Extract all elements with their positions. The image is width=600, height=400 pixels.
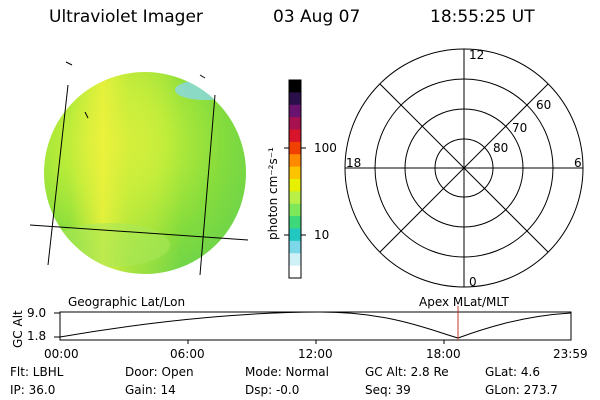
instrument-title: Ultraviolet Imager	[49, 7, 203, 27]
status-glon: GLon: 273.7	[485, 383, 558, 397]
color-scale-bar	[288, 79, 302, 279]
polar-mlt-label-18: 18	[346, 156, 362, 170]
orbit-ylabel: GC Alt	[11, 310, 25, 348]
status-mode: Mode: Normal	[245, 365, 329, 379]
colorbar-segment	[289, 265, 301, 279]
orbit-xtick-1200: 12:00	[298, 347, 333, 361]
colorbar-segment	[289, 253, 301, 267]
colorbar-segment	[289, 141, 301, 155]
colorbar-tick-10: 10	[314, 228, 330, 242]
colorbar-segment	[289, 154, 301, 168]
status-gc-alt: GC Alt: 2.8 Re	[365, 365, 449, 379]
polar-lat-label-80: 80	[493, 141, 509, 155]
polar-lat-label-60: 60	[536, 98, 552, 112]
date-label: 03 Aug 07	[273, 7, 361, 27]
colorbar-segment	[289, 216, 301, 229]
status-glat: GLat: 4.6	[485, 365, 540, 379]
colorbar-segment	[289, 80, 301, 93]
status-ip: IP: 36.0	[10, 383, 56, 397]
orbit-ytick-low: 1.8	[27, 329, 47, 343]
orbit-xtick-0000: 00:00	[44, 347, 79, 361]
orbit-xtick-2359: 23:59	[553, 347, 588, 361]
status-dsp: Dsp: -0.0	[245, 383, 300, 397]
orbit-right-title: Apex MLat/MLT	[419, 295, 509, 309]
orbit-altitude-panel	[54, 306, 572, 344]
polar-lat-label-70: 70	[512, 121, 528, 135]
polar-mlt-label-0: 0	[469, 275, 477, 289]
orbit-ytick-high: 9.0	[27, 306, 47, 320]
polar-mlat-mlt-plot	[344, 48, 584, 288]
status-seq: Seq: 39	[365, 383, 411, 397]
status-door: Door: Open	[125, 365, 194, 379]
time-label: 18:55:25 UT	[430, 7, 535, 27]
orbit-left-title: Geographic Lat/Lon	[68, 295, 186, 309]
colorbar-segment	[289, 104, 301, 118]
colorbar-segment	[289, 117, 301, 130]
colorbar-frame	[288, 79, 302, 279]
colorbar-segment	[289, 129, 301, 143]
polar-mlt-label-6: 6	[574, 156, 582, 170]
colorbar-segment	[289, 166, 301, 180]
uv-earth-image	[29, 61, 249, 276]
status-filter: Flt: LBHL	[10, 365, 64, 379]
colorbar-segment	[289, 191, 301, 205]
colorbar-segment	[289, 203, 301, 217]
status-gain: Gain: 14	[125, 383, 176, 397]
orbit-xtick-0600: 06:00	[170, 347, 205, 361]
colorbar-segment	[289, 92, 301, 106]
colorbar-segment	[289, 228, 301, 242]
colorbar-segment	[289, 179, 301, 192]
colorbar-tick-100: 100	[314, 141, 337, 155]
orbit-xtick-1800: 18:00	[426, 347, 461, 361]
colorbar-segment	[289, 240, 301, 254]
polar-mlt-label-12: 12	[469, 48, 485, 62]
colorbar-unit-label: photon cm⁻²s⁻¹	[266, 147, 280, 240]
